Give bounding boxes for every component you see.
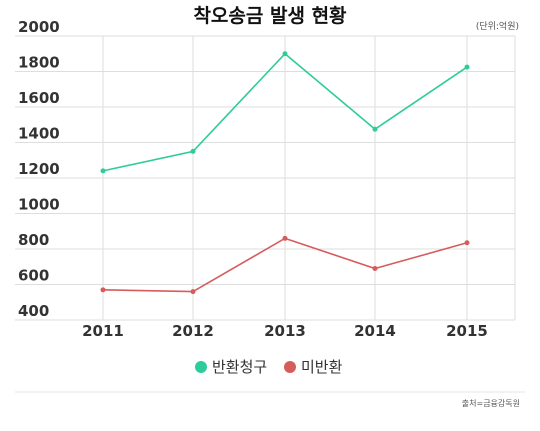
data-point — [190, 289, 196, 295]
y-tick-label: 1600 — [18, 89, 60, 107]
legend-marker — [195, 361, 207, 373]
x-tick-label: 2012 — [172, 322, 214, 340]
x-tick-label: 2013 — [264, 322, 306, 340]
y-tick-label: 2000 — [18, 18, 60, 36]
x-tick-label: 2015 — [446, 322, 488, 340]
legend-label: 미반환 — [301, 358, 343, 376]
y-axis: 400 600 800 1000 1200 1400 1600 1800 2000 — [18, 18, 60, 320]
data-point — [190, 148, 196, 154]
grid — [15, 35, 516, 321]
y-tick-label: 1200 — [18, 160, 60, 178]
series-layer — [100, 51, 470, 295]
data-point — [372, 266, 378, 272]
legend-marker — [284, 361, 296, 373]
y-tick-label: 1000 — [18, 196, 60, 214]
data-point — [372, 126, 378, 132]
unit-note: (단위:억원) — [476, 20, 519, 32]
data-point — [464, 240, 470, 246]
y-tick-label: 800 — [18, 231, 49, 249]
source-note: 출처=금융감독원 — [462, 398, 520, 408]
x-tick-label: 2014 — [354, 322, 396, 340]
data-point — [282, 51, 288, 57]
data-point — [464, 64, 470, 70]
x-axis: 2011 2012 2013 2014 2015 — [82, 322, 488, 340]
y-tick-label: 600 — [18, 267, 49, 285]
legend: 반환청구 미반환 — [195, 358, 343, 376]
y-tick-label: 1800 — [18, 54, 60, 72]
y-tick-label: 1400 — [18, 125, 60, 143]
legend-label: 반환청구 — [212, 358, 267, 376]
data-point — [100, 287, 106, 293]
chart-title: 착오송금 발생 현황 — [193, 4, 347, 27]
x-tick-label: 2011 — [82, 322, 124, 340]
data-point — [282, 235, 288, 241]
data-point — [100, 168, 106, 174]
y-tick-label: 400 — [18, 302, 49, 320]
